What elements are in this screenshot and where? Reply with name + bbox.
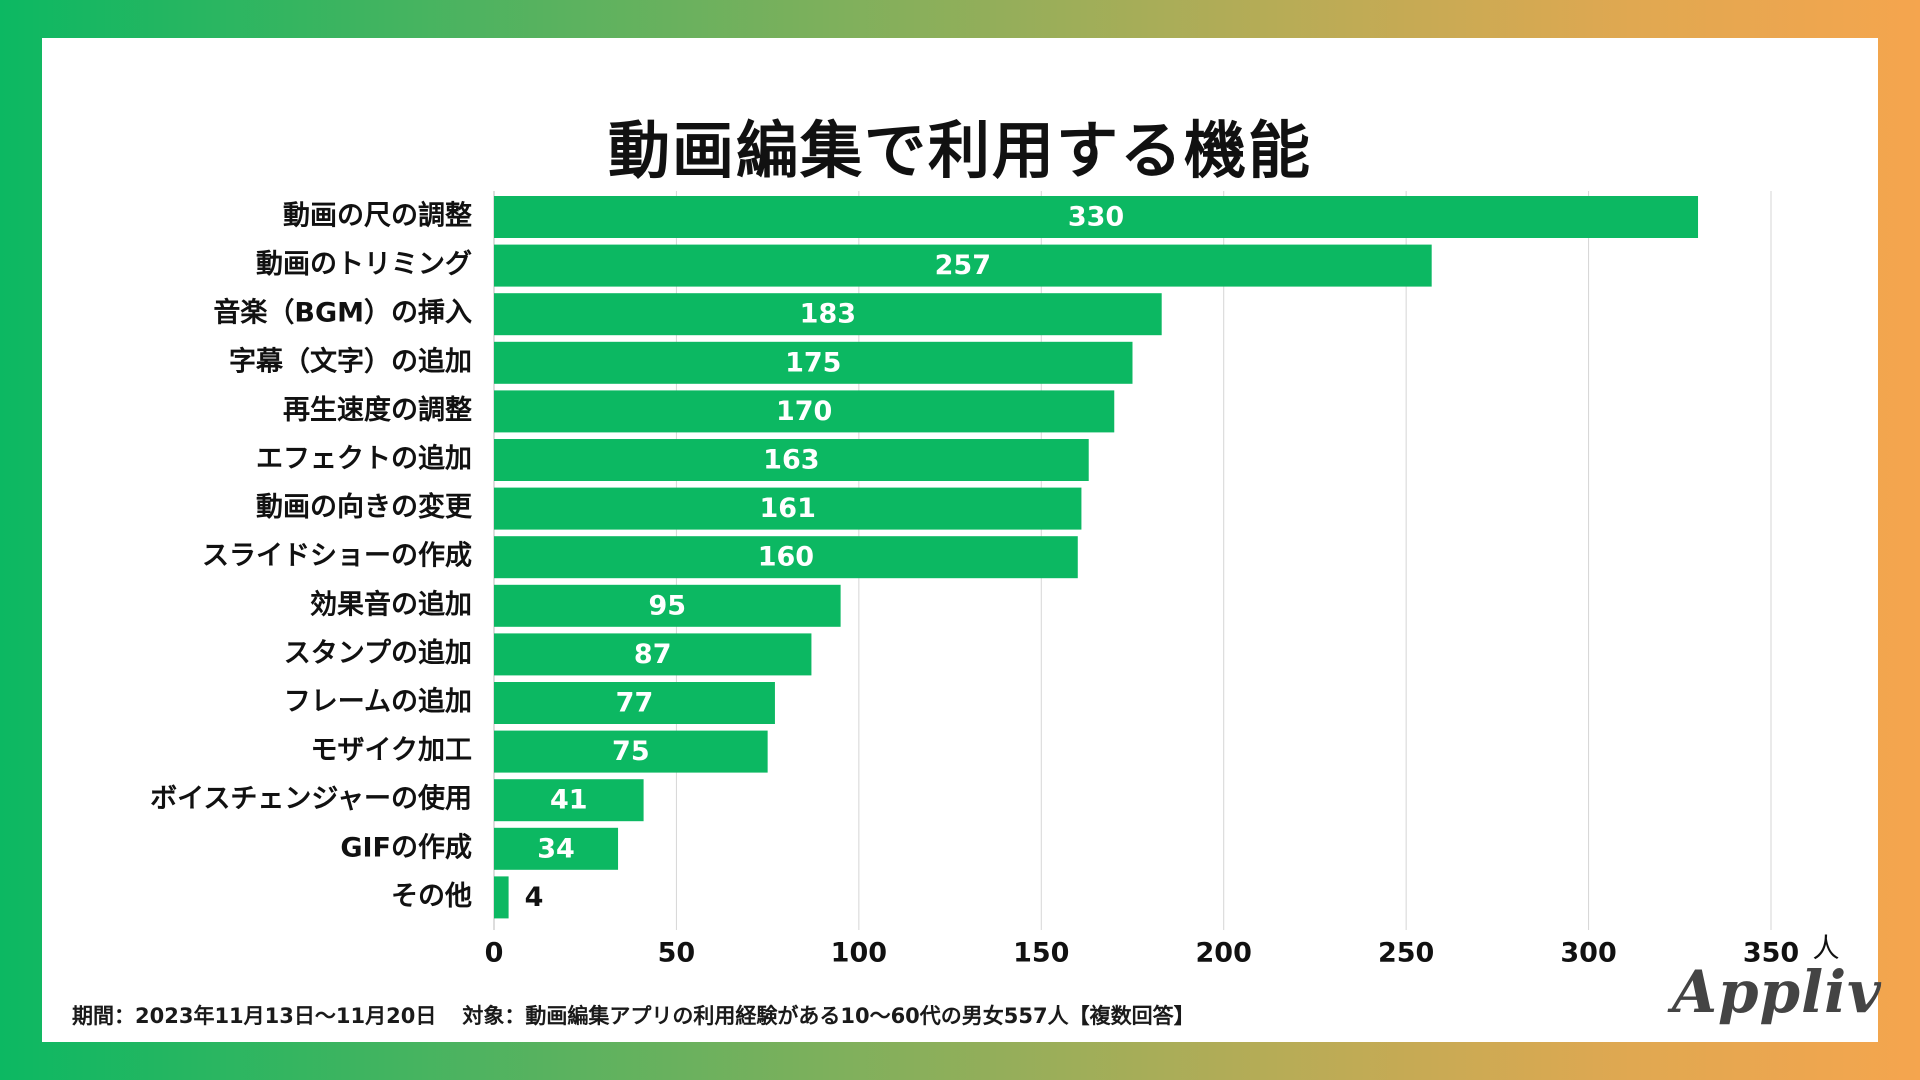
x-tick-label: 300 [1560, 938, 1616, 969]
category-label: 動画の尺の調整 [283, 200, 472, 232]
bar-chart: 0 50 100 150 200 250 300 350 人 動画の尺の調整 330 動画のトリミング… [150, 191, 1840, 969]
data-label: 95 [649, 590, 687, 621]
category-label: エフェクトの追加 [256, 443, 472, 475]
bar [494, 341, 1133, 384]
chart-title: 動画編集で利用する機能 [607, 114, 1312, 187]
x-tick-label: 350 [1743, 938, 1799, 969]
bar [494, 244, 1432, 287]
bar [494, 876, 509, 919]
x-tick-label: 0 [485, 938, 504, 969]
labels: 0 50 100 150 200 250 300 350 人 動画の尺の調整 330 動画のトリミング… [150, 200, 1839, 969]
bar [494, 584, 841, 627]
data-label: 163 [763, 445, 819, 476]
category-label: 動画の向きの変更 [256, 491, 473, 523]
bar [494, 196, 1699, 238]
x-tick-label: 200 [1196, 938, 1252, 969]
category-label: 効果音の追加 [310, 588, 472, 620]
category-label: スライドショーの作成 [202, 541, 472, 572]
footnote-target: 対象：動画編集アプリの利用経験がある10〜60代の男女557人【複数回答】 [462, 1004, 1195, 1028]
bar [494, 487, 1082, 530]
category-label: 動画のトリミング [256, 248, 472, 280]
bar [494, 633, 812, 676]
bar [494, 439, 1089, 481]
bar [494, 827, 619, 870]
data-label: 4 [525, 882, 544, 913]
category-label: その他 [391, 881, 472, 912]
category-label: ボイスチェンジャーの使用 [150, 784, 472, 815]
data-label: 183 [800, 299, 856, 330]
x-tick-label: 250 [1378, 938, 1434, 969]
x-tick-label: 150 [1013, 938, 1069, 969]
data-label: 175 [785, 347, 841, 378]
data-label: 77 [616, 688, 654, 719]
data-label: 170 [776, 396, 832, 427]
data-label: 41 [550, 785, 588, 816]
category-label: 再生速度の調整 [283, 394, 472, 426]
applive-logo: Appliv [1672, 958, 1882, 1026]
bar [494, 390, 1115, 433]
category-label: スタンプの追加 [284, 637, 472, 669]
category-label: モザイク加工 [311, 735, 472, 766]
category-label: GIFの作成 [340, 832, 472, 863]
data-label: 160 [758, 542, 814, 573]
bar [494, 779, 644, 822]
category-label: 音楽（BGM）の挿入 [213, 297, 472, 329]
bar [494, 682, 775, 724]
data-label: 87 [634, 639, 672, 670]
bar [494, 536, 1078, 579]
data-label: 257 [935, 250, 991, 281]
footnote-period: 期間：2023年11月13日〜11月20日 [72, 1004, 437, 1028]
data-label: 161 [760, 493, 816, 524]
bar [494, 730, 768, 773]
category-label: フレームの追加 [284, 686, 472, 718]
footnote: 期間：2023年11月13日〜11月20日 対象：動画編集アプリの利用経験がある1… [72, 1000, 1195, 1030]
x-unit-label: 人 [1813, 934, 1840, 965]
data-label: 75 [612, 736, 650, 767]
data-label: 330 [1068, 202, 1124, 233]
data-label: 34 [537, 833, 575, 864]
x-tick-label: 50 [658, 938, 696, 969]
x-tick-label: 100 [831, 938, 887, 969]
bars [494, 196, 1699, 919]
bar [494, 293, 1162, 336]
chart-card: 動画編集で利用する機能 0 50 100 150 200 250 300 350 人 動画の尺の調… [42, 38, 1881, 1042]
category-label: 字幕（文字）の追加 [229, 345, 472, 377]
